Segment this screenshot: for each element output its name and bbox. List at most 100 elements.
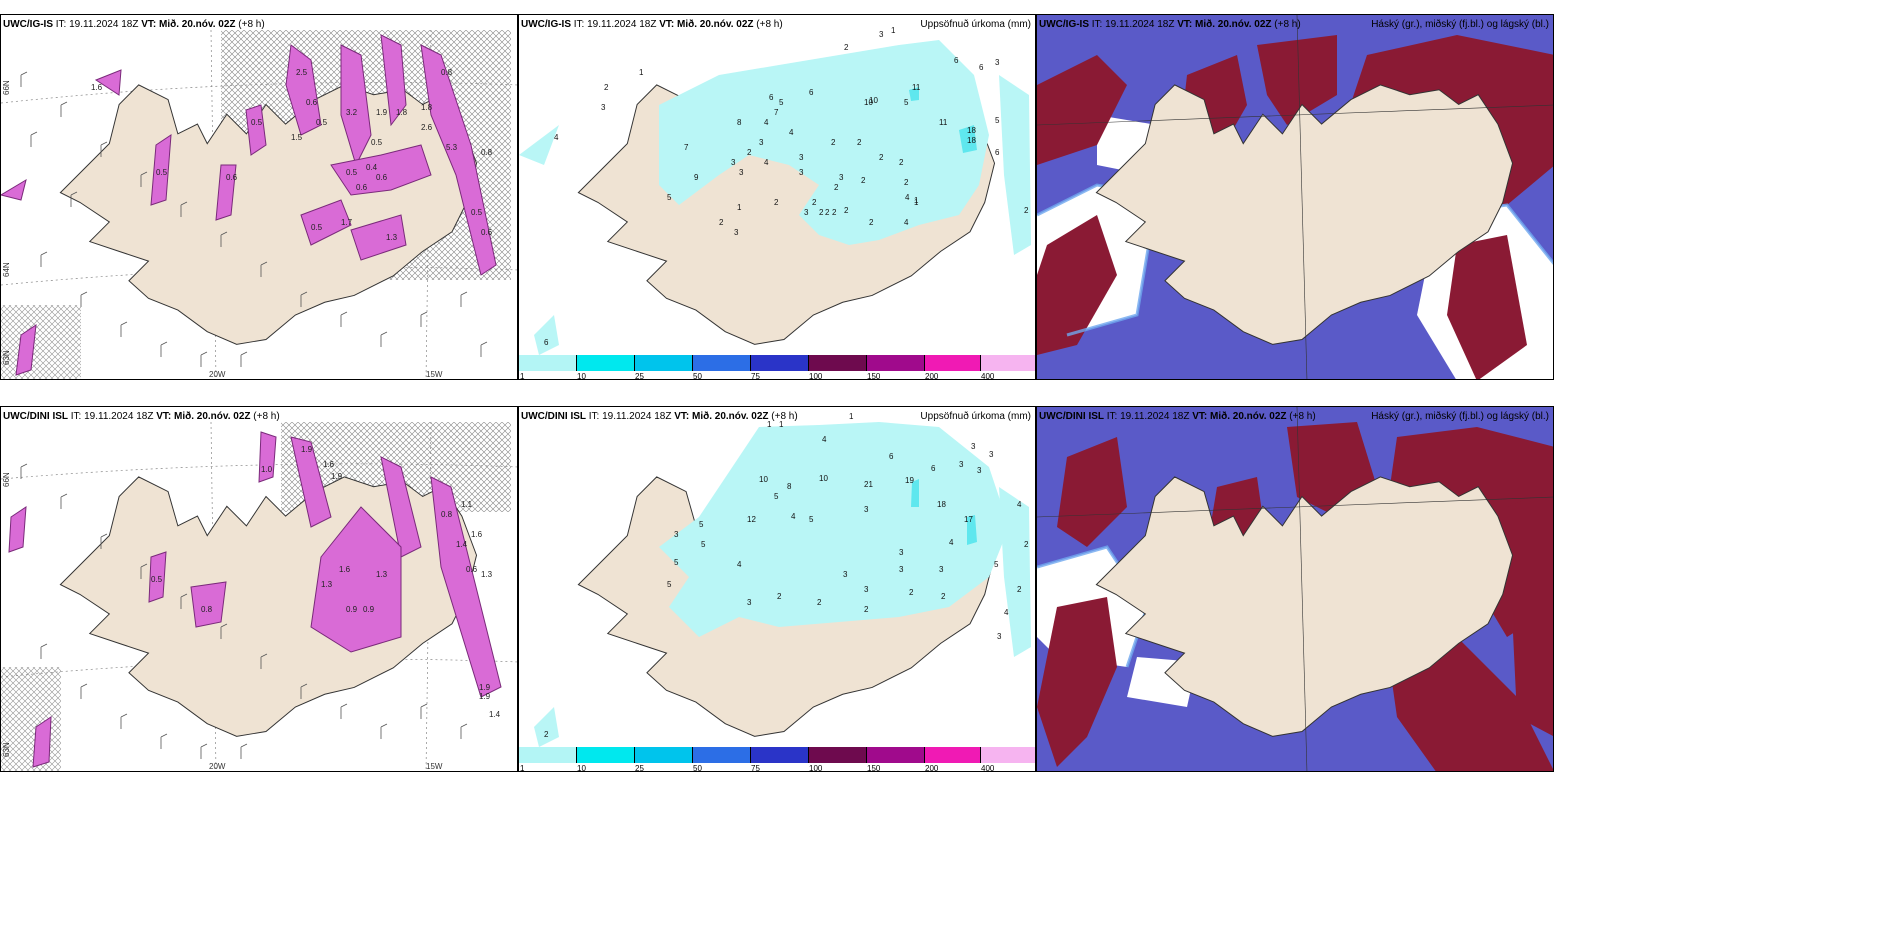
val: 1.6 bbox=[339, 565, 351, 574]
val: 1.7 bbox=[341, 218, 353, 227]
panel-top-clouds: UWC/IG-IS IT: 19.11.2024 18Z VT: Mið. 20… bbox=[1036, 14, 1554, 380]
p: 6 bbox=[544, 338, 549, 347]
cb-label: 25 bbox=[635, 372, 644, 380]
p: 2 bbox=[719, 218, 724, 227]
p: 5 bbox=[904, 98, 909, 107]
lat-label-63n: 63N bbox=[2, 350, 11, 365]
val: 0.5 bbox=[371, 138, 383, 147]
panel-bottom-precip: 1 1 1 4 3 6 3 3 3 10 5 8 10 21 19 6 18 1… bbox=[518, 406, 1036, 772]
p: 5 bbox=[701, 540, 706, 549]
val: 5.3 bbox=[446, 143, 458, 152]
val: 0.6 bbox=[226, 173, 238, 182]
cb-label: 100 bbox=[809, 764, 823, 772]
cb-swatch bbox=[981, 355, 1035, 371]
panel-subtitle: Uppsöfnuð úrkoma (mm) bbox=[920, 19, 1031, 30]
panel-subtitle: Uppsöfnuð úrkoma (mm) bbox=[920, 411, 1031, 422]
val: 1.6 bbox=[471, 530, 483, 539]
p: 5 bbox=[667, 580, 672, 589]
p: 2 bbox=[817, 598, 822, 607]
p: 3 bbox=[759, 138, 764, 147]
p: 5 bbox=[774, 492, 779, 501]
lat-label-66n: 66N bbox=[2, 472, 11, 487]
p: 4 bbox=[905, 193, 910, 202]
lon-label-15w: 15W bbox=[426, 370, 443, 379]
p: 6 bbox=[809, 88, 814, 97]
cb-label: 50 bbox=[693, 372, 702, 380]
p: 4 bbox=[949, 538, 954, 547]
val: 1.4 bbox=[489, 710, 501, 719]
cb-label: 100 bbox=[809, 372, 823, 380]
p: 10 bbox=[869, 96, 878, 105]
p: 2 bbox=[819, 208, 824, 217]
val: 0.9 bbox=[346, 605, 358, 614]
p: 3 bbox=[804, 208, 809, 217]
lat-label-64n: 64N bbox=[2, 262, 11, 277]
p: 1 bbox=[891, 26, 896, 35]
p: 1 bbox=[779, 420, 784, 429]
p: 3 bbox=[864, 585, 869, 594]
p: 2 bbox=[825, 208, 830, 217]
p: 2 bbox=[857, 138, 862, 147]
p: 3 bbox=[799, 153, 804, 162]
cb-label: 1 bbox=[520, 764, 525, 772]
p: 1 bbox=[914, 198, 919, 207]
lon-label-20w: 20W bbox=[209, 762, 226, 771]
val: 2.6 bbox=[421, 123, 433, 132]
p: 2 bbox=[1024, 206, 1029, 215]
p: 5 bbox=[809, 515, 814, 524]
p: 12 bbox=[747, 515, 756, 524]
p: 4 bbox=[791, 512, 796, 521]
val: 1.9 bbox=[301, 445, 313, 454]
p: 5 bbox=[674, 558, 679, 567]
p: 7 bbox=[774, 108, 779, 117]
lon-label-15w: 15W bbox=[426, 762, 443, 771]
p: 11 bbox=[939, 118, 948, 127]
val: 1.3 bbox=[386, 233, 398, 242]
bottom-precip-labels: 1 1 1 4 3 6 3 3 3 10 5 8 10 21 19 6 18 1… bbox=[544, 412, 1029, 739]
wind-barbs bbox=[20, 463, 468, 759]
p: 4 bbox=[764, 118, 769, 127]
p: 2 bbox=[747, 148, 752, 157]
p: 4 bbox=[789, 128, 794, 137]
wind-barbs bbox=[20, 71, 488, 367]
p: 4 bbox=[1004, 608, 1009, 617]
p: 2 bbox=[1017, 585, 1022, 594]
val: 0.5 bbox=[316, 118, 328, 127]
panel-title: UWC/IG-IS IT: 19.11.2024 18Z VT: Mið. 20… bbox=[3, 19, 265, 30]
map-top-wind: 2.5 0.6 0.5 1.5 3.2 1.9 1.8 2.6 5.3 0.8 … bbox=[1, 15, 517, 379]
p: 3 bbox=[995, 58, 1000, 67]
p: 4 bbox=[822, 435, 827, 444]
p: 3 bbox=[731, 158, 736, 167]
p: 6 bbox=[769, 93, 774, 102]
cb-label: 75 bbox=[751, 764, 760, 772]
p: 2 bbox=[844, 43, 849, 52]
cb-label: 25 bbox=[635, 764, 644, 772]
panel-title: UWC/IG-IS IT: 19.11.2024 18Z VT: Mið. 20… bbox=[521, 19, 783, 30]
bottom-left-values: 1.0 1.9 1.6 1.9 1.3 1.6 0.9 0.8 0.5 1.3 … bbox=[151, 445, 501, 719]
cb-swatch bbox=[867, 747, 925, 763]
cb-swatch bbox=[867, 355, 925, 371]
cb-swatch bbox=[693, 747, 751, 763]
p: 3 bbox=[879, 30, 884, 39]
cb-swatch bbox=[751, 747, 809, 763]
cb-swatch bbox=[635, 747, 693, 763]
panel-top-precip: 2 3 1 1 2 3 4 6 6 3 6 7 8 4 5 6 10 5 4 2… bbox=[518, 14, 1036, 380]
map-bottom-clouds bbox=[1037, 407, 1553, 771]
p: 3 bbox=[739, 168, 744, 177]
p: 3 bbox=[864, 505, 869, 514]
val: 0.6 bbox=[376, 173, 388, 182]
cb-label: 200 bbox=[925, 372, 939, 380]
cb-swatch bbox=[751, 355, 809, 371]
p: 5 bbox=[667, 193, 672, 202]
p: 3 bbox=[601, 103, 606, 112]
p: 10 bbox=[819, 474, 828, 483]
panel-title: UWC/IG-IS IT: 19.11.2024 18Z VT: Mið. 20… bbox=[1039, 19, 1301, 30]
cb-swatch bbox=[635, 355, 693, 371]
p: 2 bbox=[834, 183, 839, 192]
p: 9 bbox=[694, 173, 699, 182]
p: 6 bbox=[931, 464, 936, 473]
p: 2 bbox=[904, 178, 909, 187]
val: 1.3 bbox=[481, 570, 493, 579]
p: 19 bbox=[905, 476, 914, 485]
val: 1.9 bbox=[331, 472, 343, 481]
